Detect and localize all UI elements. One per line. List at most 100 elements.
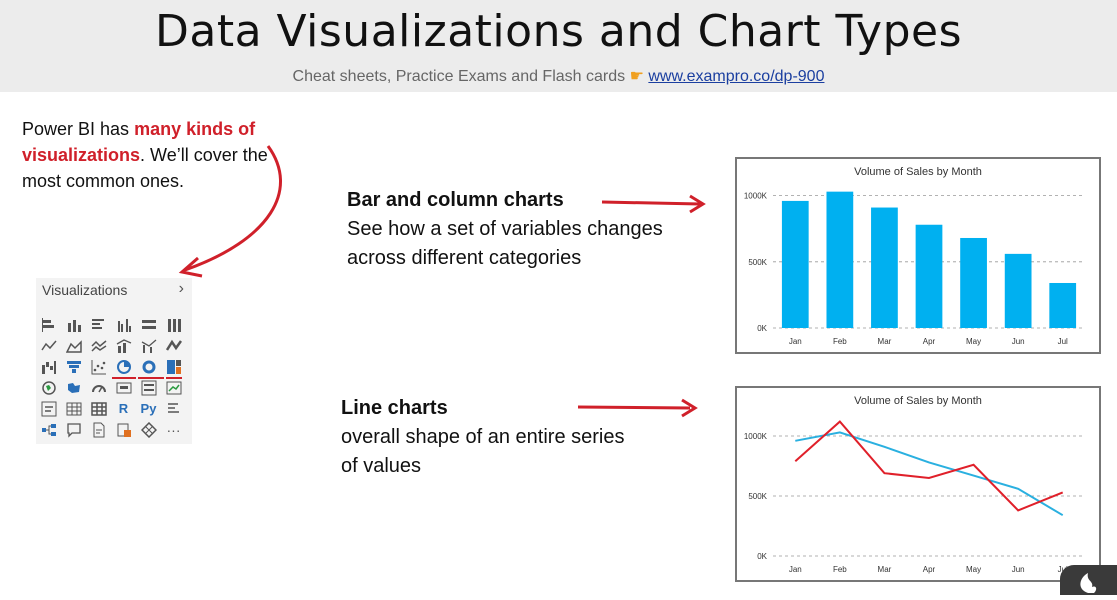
line-and-column-chart-icon[interactable] — [111, 335, 136, 356]
y-tick-label: 500K — [748, 492, 767, 501]
r-script-visual-icon[interactable]: R — [118, 401, 129, 416]
line-section-heading: Line charts — [341, 397, 448, 419]
chart-title: Volume of Sales by Month — [854, 166, 982, 178]
chart-title: Volume of Sales by Month — [854, 395, 982, 407]
bar-arrow-head — [689, 194, 706, 214]
slide-subtitle: Cheat sheets, Practice Exams and Flash c… — [0, 66, 1117, 86]
x-tick-label: Feb — [833, 565, 847, 574]
bar — [915, 224, 943, 328]
x-tick-label: Jul — [1058, 337, 1068, 346]
line-arrow-head — [681, 398, 698, 418]
clustered-column-chart-icon[interactable] — [111, 314, 136, 335]
pie-underline — [112, 377, 136, 379]
line-section-line2: of values — [341, 455, 422, 477]
stacked-bar-chart-icon[interactable] — [36, 314, 61, 335]
table-icon[interactable] — [61, 398, 86, 419]
x-tick-label: Jan — [789, 565, 802, 574]
treemap-underline — [166, 377, 182, 379]
y-tick-label: 500K — [748, 258, 767, 267]
card-icon[interactable] — [111, 377, 136, 398]
bar-section-line2: across different categories — [347, 247, 582, 269]
x-tick-label: Mar — [878, 565, 892, 574]
pointing-hand-icon: ☛ — [629, 68, 644, 85]
python-visual-icon[interactable]: Py — [140, 401, 157, 416]
bar — [826, 191, 854, 328]
visualizations-pane: Visualizations › — [36, 278, 192, 444]
kpi-icon[interactable] — [161, 377, 186, 398]
x-tick-label: Apr — [923, 337, 936, 346]
power-apps-icon[interactable] — [136, 419, 161, 440]
donut-underline — [138, 377, 164, 379]
channel-logo — [1060, 565, 1117, 595]
line-chart: Volume of Sales by Month 0K 500K 1000K Jan Fe… — [735, 386, 1101, 582]
line-and-clustered-column-icon[interactable] — [136, 335, 161, 356]
clustered-bar-chart-icon[interactable] — [86, 314, 111, 335]
series-line — [795, 431, 1064, 517]
map-icon[interactable] — [36, 377, 61, 398]
decomposition-tree-icon[interactable] — [36, 419, 61, 440]
intro-text: Power BI has many kinds of visualization… — [22, 119, 268, 191]
q-and-a-icon[interactable] — [61, 419, 86, 440]
100-percent-bar-chart-icon[interactable] — [136, 314, 161, 335]
bar-section-heading: Bar and column charts — [347, 189, 564, 211]
donut-chart-icon[interactable] — [136, 356, 161, 377]
waterfall-chart-icon[interactable] — [36, 356, 61, 377]
filled-map-icon[interactable] — [61, 377, 86, 398]
multi-row-card-icon[interactable] — [136, 377, 161, 398]
bar-section-line1: See how a set of variables changes — [347, 218, 663, 240]
bar-chart: Volume of Sales by Month 0K 500K 1000K Jan Fe… — [735, 157, 1101, 354]
line-chart-icon[interactable] — [36, 335, 61, 356]
x-tick-label: Jun — [1012, 565, 1025, 574]
series-line — [794, 420, 1064, 512]
smart-narrative-icon[interactable] — [86, 419, 111, 440]
y-tick-label: 1000K — [744, 192, 768, 201]
bar — [1049, 282, 1077, 328]
matrix-icon[interactable] — [86, 398, 111, 419]
x-tick-label: May — [966, 337, 981, 346]
pie-chart-icon[interactable] — [111, 356, 136, 377]
bar — [1004, 253, 1032, 328]
visualizations-pane-title: Visualizations — [42, 282, 128, 298]
y-tick-label: 0K — [757, 324, 767, 333]
line-section-line1: overall shape of an entire series — [341, 426, 625, 448]
subtitle-text: Cheat sheets, Practice Exams and Flash c… — [292, 68, 626, 85]
slide-title: Data Visualizations and Chart Types — [154, 6, 963, 57]
bar-chart-svg: Volume of Sales by Month 0K 500K 1000K Jan Fe… — [744, 166, 1085, 346]
x-tick-label: Apr — [923, 565, 936, 574]
line-arrow — [577, 405, 691, 410]
exampro-link[interactable]: www.exampro.co/dp-900 — [648, 68, 825, 85]
gauge-icon[interactable] — [86, 377, 111, 398]
x-tick-label: Jun — [1012, 337, 1025, 346]
bar — [781, 200, 809, 328]
flame-icon — [1080, 573, 1097, 593]
y-tick-label: 0K — [757, 552, 767, 561]
bar-arrow — [601, 200, 701, 206]
visual-icon-grid: R Py ··· — [36, 314, 192, 440]
funnel-chart-icon[interactable] — [61, 356, 86, 377]
x-tick-label: Feb — [833, 337, 847, 346]
stacked-column-chart-icon[interactable] — [61, 314, 86, 335]
more-visuals-icon[interactable]: ··· — [166, 421, 181, 438]
y-tick-label: 1000K — [744, 432, 768, 441]
bar-section: Bar and column charts See how a set of v… — [347, 186, 663, 273]
x-tick-label: Jan — [789, 337, 802, 346]
treemap-icon[interactable] — [161, 356, 186, 377]
bar — [871, 207, 898, 328]
area-chart-icon[interactable] — [61, 335, 86, 356]
ribbon-chart-icon[interactable] — [161, 335, 186, 356]
line-section: Line charts overall shape of an entire s… — [341, 394, 625, 481]
slide-header: Data Visualizations and Chart Types Chea… — [0, 0, 1117, 92]
paginated-report-icon[interactable] — [111, 419, 136, 440]
scatter-chart-icon[interactable] — [86, 356, 111, 377]
line-chart-svg: Volume of Sales by Month 0K 500K 1000K Jan Fe… — [744, 395, 1085, 574]
key-influencers-icon[interactable] — [161, 398, 186, 419]
x-tick-label: May — [966, 565, 981, 574]
curved-arrow-head — [178, 256, 203, 278]
curved-arrow — [184, 145, 283, 272]
100-percent-column-chart-icon[interactable] — [161, 314, 186, 335]
bar — [960, 237, 987, 328]
expand-chevron-icon[interactable]: › — [178, 280, 184, 297]
slicer-icon[interactable] — [36, 398, 61, 419]
stacked-area-chart-icon[interactable] — [86, 335, 111, 356]
